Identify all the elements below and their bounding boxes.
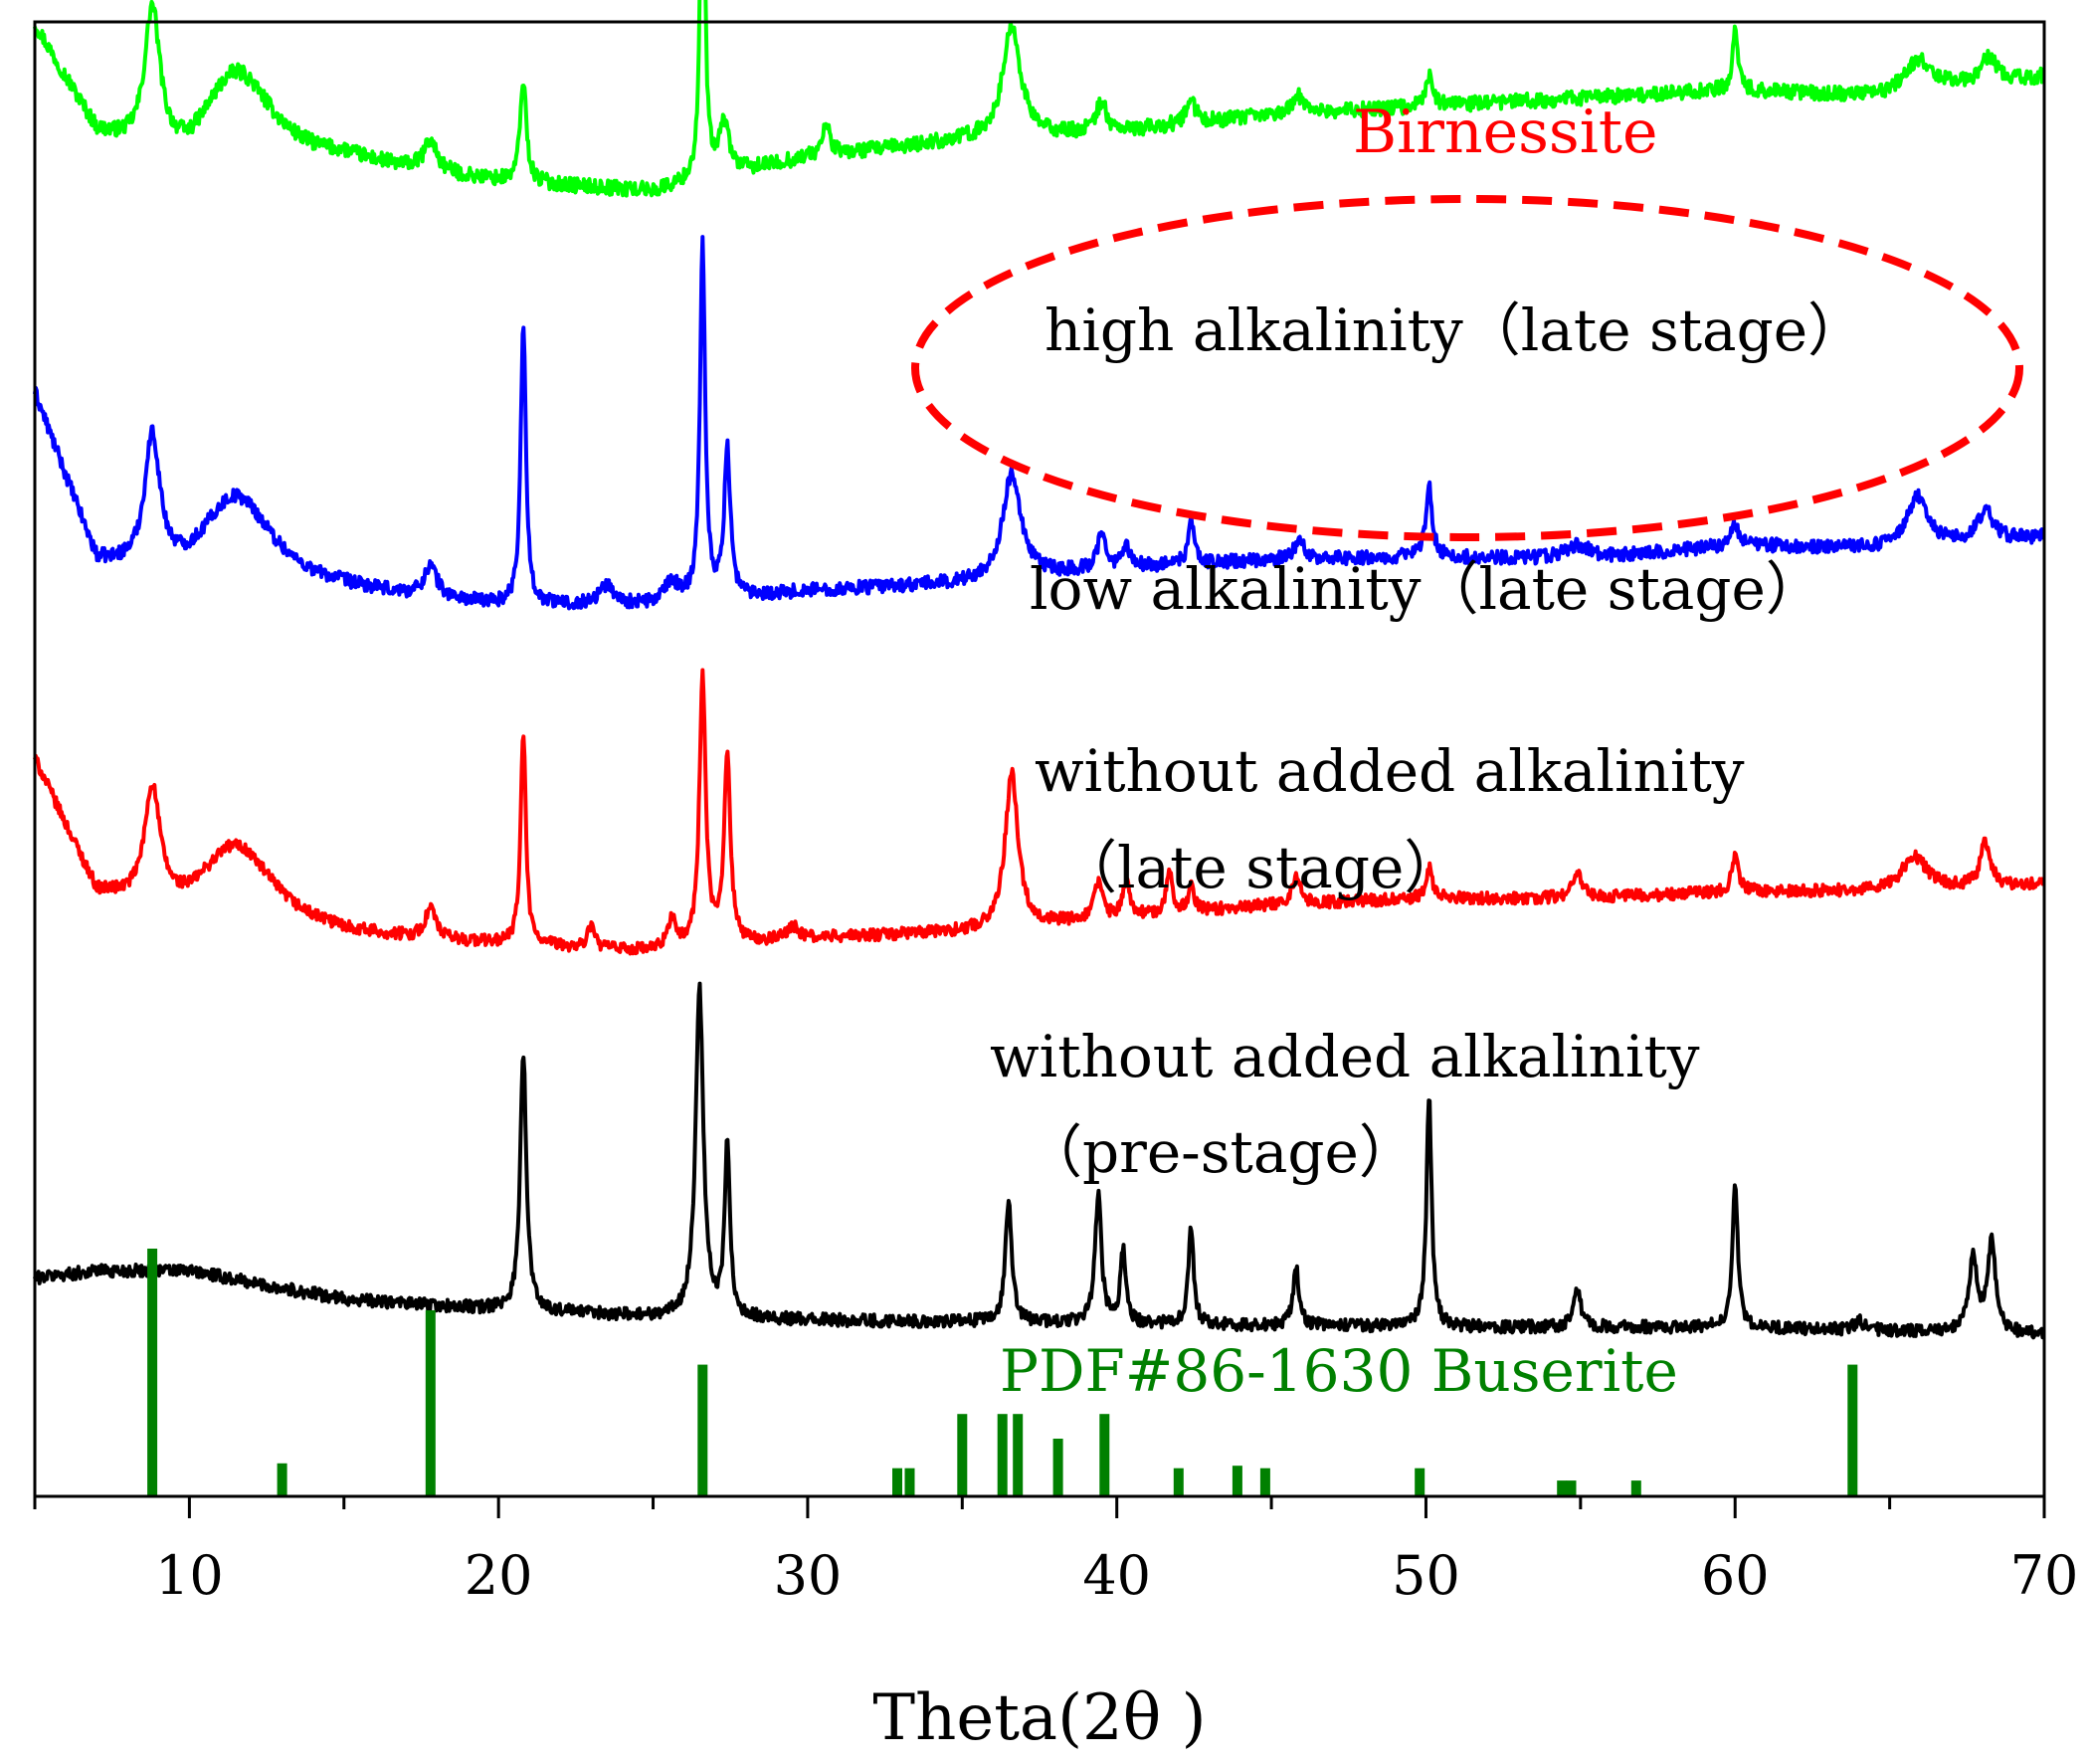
reference-line-3: [425, 1310, 436, 1495]
reference-line-10: [1052, 1439, 1063, 1495]
reference-line-4: [697, 1364, 708, 1495]
x-tick-label: 70: [2010, 1544, 2079, 1607]
reference-line-2: [277, 1463, 287, 1495]
x-tick-label: 50: [1392, 1544, 1460, 1607]
reference-line-16: [1557, 1480, 1568, 1495]
reference-line-11: [1099, 1414, 1110, 1495]
reference-line-7: [957, 1414, 968, 1495]
reference-pattern: [147, 1249, 1858, 1495]
label-without-alkalinity-pre-stage-line2: （pre-stage）: [1025, 1118, 1417, 1186]
reference-line-18: [1630, 1480, 1641, 1495]
series-line-3: [33, 668, 2045, 956]
x-tick-label: 30: [774, 1544, 843, 1607]
reference-line-13: [1232, 1466, 1242, 1495]
label-reference-pdf: PDF#86-1630 Buserite: [1000, 1337, 1678, 1405]
reference-line-15: [1415, 1468, 1425, 1495]
annotation-birnessite: Birnessite: [1353, 98, 1658, 167]
reference-line-17: [1566, 1480, 1577, 1495]
x-tick-label: 60: [1701, 1544, 1770, 1607]
x-tick-label: 10: [155, 1544, 224, 1607]
reference-line-12: [1173, 1468, 1184, 1495]
x-tick-label: 20: [465, 1544, 533, 1607]
label-without-alkalinity-late-stage-line1: without added alkalinity: [1035, 737, 1745, 805]
reference-line-14: [1259, 1468, 1270, 1495]
reference-line-5: [892, 1468, 902, 1495]
series-layer: [33, 0, 2046, 1340]
birnessite-highlight-ellipse: [911, 195, 2023, 541]
reference-line-6: [904, 1468, 915, 1495]
series-line-4: [33, 981, 2046, 1340]
label-low-alkalinity-late-stage: low alkalinity（late stage）: [1030, 555, 1823, 623]
reference-line-19: [1847, 1364, 1858, 1495]
label-without-alkalinity-late-stage-line2: （late stage）: [1059, 834, 1461, 901]
x-axis: 10 20 30 40 50 60 70: [33, 1496, 2079, 1607]
series-line-1: [33, 0, 2046, 198]
reference-line-8: [997, 1414, 1008, 1495]
label-without-alkalinity-pre-stage-line1: without added alkalinity: [990, 1023, 1700, 1090]
x-axis-title: Theta(2θ ): [872, 1681, 1206, 1755]
label-high-alkalinity-late-stage: high alkalinity（late stage）: [1045, 296, 1865, 364]
reference-line-9: [1013, 1414, 1024, 1495]
plot-frame: [33, 20, 2046, 1498]
x-tick-label: 40: [1082, 1544, 1151, 1607]
series-line-2: [33, 235, 2046, 611]
reference-line-1: [147, 1249, 158, 1495]
